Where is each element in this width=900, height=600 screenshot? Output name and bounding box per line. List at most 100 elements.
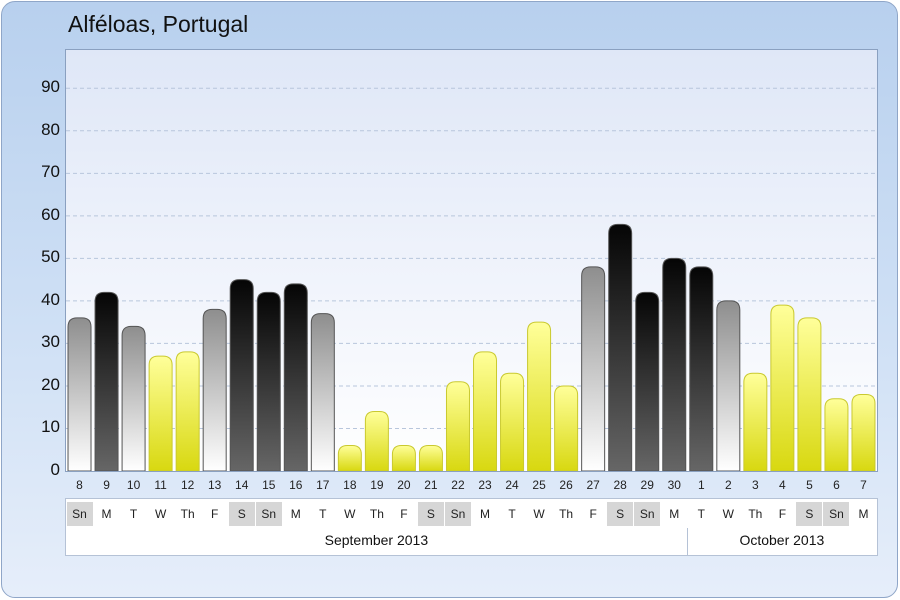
chart-title: Alféloas, Portugal — [68, 11, 249, 37]
x-tick-label: 23 — [478, 478, 492, 492]
weekday-cell: F — [778, 507, 787, 521]
bar-day-29 — [635, 291, 660, 471]
bar-day-2 — [716, 300, 741, 471]
x-tick-label: 24 — [505, 478, 519, 492]
weekday-cell: Sn — [823, 502, 850, 526]
x-tick-label: 4 — [779, 478, 786, 492]
y-tick-label: 10 — [41, 417, 60, 437]
y-tick-label: 0 — [50, 460, 60, 479]
bar-day-25 — [527, 321, 552, 471]
bar-day-1 — [689, 266, 714, 471]
x-tick-label: 13 — [207, 478, 222, 492]
weekday-cell: Sn — [66, 502, 93, 526]
bar-day-23 — [473, 351, 498, 471]
bar-day-10 — [121, 325, 146, 471]
weekday-cell: M — [290, 507, 301, 521]
weekday-cell: M — [858, 507, 869, 521]
weekday-cell: T — [508, 507, 516, 521]
bar-day-5 — [797, 317, 822, 471]
bar-day-17 — [310, 313, 335, 471]
x-tick-label: 20 — [397, 478, 411, 492]
bar-day-19 — [364, 410, 389, 471]
weekday-cell: S — [607, 502, 634, 526]
bar-day-4 — [770, 304, 795, 471]
weekday-cell: Th — [748, 507, 763, 521]
bar-day-16 — [283, 283, 308, 471]
weekday-cell: W — [533, 507, 545, 521]
weekday-cell: S — [796, 502, 823, 526]
bar-day-13 — [202, 308, 227, 471]
weekday-cell: S — [417, 502, 444, 526]
bar-day-6 — [824, 398, 849, 471]
weekday-cell: Sn — [634, 502, 661, 526]
x-tick-label: 26 — [559, 478, 573, 492]
weekday-cell: T — [319, 507, 327, 521]
bars — [67, 223, 876, 471]
x-tick-label: 11 — [154, 478, 167, 492]
weekday-cell: T — [129, 507, 138, 521]
x-tick-label: 5 — [806, 478, 813, 492]
bar-day-27 — [581, 266, 606, 471]
x-tick-label: 2 — [724, 478, 732, 492]
bar-day-14 — [229, 279, 254, 471]
x-tick-label: 1 — [697, 478, 705, 492]
y-tick-label: 20 — [41, 374, 60, 394]
weekday-cell: M — [480, 507, 491, 521]
weekday-cell: W — [344, 507, 356, 521]
bar-day-18 — [337, 444, 362, 471]
x-tick-label: 15 — [262, 478, 276, 492]
y-tick-label: 70 — [41, 162, 60, 182]
weekday-cell: M — [669, 507, 680, 521]
bar-day-15 — [256, 291, 281, 471]
bar-day-22 — [445, 381, 470, 471]
weekday-cell: F — [400, 507, 408, 521]
weekday-cell: Th — [559, 507, 574, 521]
x-tick-label: 29 — [640, 478, 654, 492]
y-tick-label: 50 — [41, 247, 60, 267]
weekday-cell: W — [154, 507, 167, 521]
bar-day-8 — [67, 317, 92, 471]
x-tick-label: 7 — [860, 478, 867, 492]
bar-chart — [66, 87, 877, 471]
x-tick-label: 30 — [667, 478, 681, 492]
x-tick-label: 17 — [316, 478, 330, 492]
bar-day-12 — [175, 351, 200, 471]
x-tick-label: 22 — [451, 478, 465, 492]
weekday-cell: W — [722, 507, 734, 521]
month-label: October 2013 — [739, 532, 825, 548]
x-tick-label: 16 — [289, 478, 303, 492]
weekday-cell: T — [697, 507, 705, 521]
x-tick-label: 21 — [424, 478, 438, 492]
weekday-cell: S — [228, 502, 255, 526]
bar-day-7 — [851, 393, 876, 471]
x-tick-label: 18 — [343, 478, 357, 492]
x-tick-label: 8 — [76, 478, 83, 492]
x-tick-label: 27 — [586, 478, 600, 492]
bar-day-21 — [418, 444, 443, 471]
x-tick-label: 12 — [180, 478, 195, 492]
calendar-strip — [65, 498, 878, 556]
weekday-cell: Th — [180, 507, 195, 521]
month-label: September 2013 — [66, 528, 688, 555]
x-tick-label: 6 — [833, 478, 840, 492]
weekday-cell: Sn — [255, 502, 282, 526]
weekday-cell: M — [101, 507, 112, 521]
x-tick-label: 10 — [126, 478, 141, 492]
x-tick-label: 3 — [752, 478, 759, 492]
x-tick-label: 14 — [235, 478, 249, 492]
y-tick-label: 60 — [41, 204, 60, 224]
x-tick-label: 19 — [370, 478, 384, 492]
y-tick-label: 40 — [41, 289, 60, 309]
weekday-cell: F — [211, 507, 219, 521]
plot-area — [65, 49, 878, 472]
bar-day-24 — [500, 372, 525, 471]
gridlines — [66, 87, 877, 429]
bar-day-30 — [662, 257, 687, 471]
bar-day-26 — [554, 385, 579, 471]
bar-day-20 — [391, 444, 416, 471]
weekday-cell: Th — [369, 507, 384, 521]
bar-day-9 — [94, 291, 119, 471]
x-tick-label: 9 — [103, 478, 110, 492]
y-tick-label: 30 — [41, 332, 60, 352]
x-tick-label: 25 — [532, 478, 546, 492]
